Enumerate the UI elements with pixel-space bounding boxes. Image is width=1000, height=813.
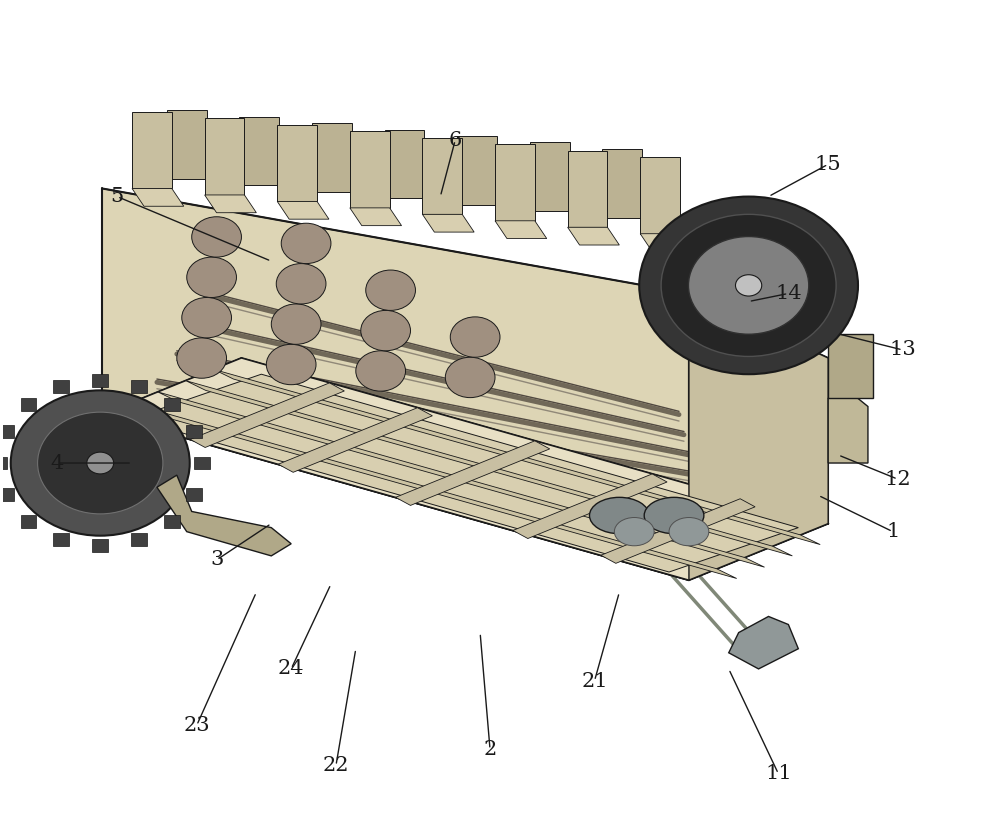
Bar [131, 380, 147, 393]
Circle shape [735, 275, 762, 296]
Circle shape [445, 357, 495, 398]
Circle shape [361, 311, 411, 350]
Circle shape [271, 304, 321, 345]
Circle shape [187, 257, 236, 298]
Polygon shape [205, 118, 244, 195]
Polygon shape [495, 144, 535, 221]
Bar [21, 398, 36, 411]
Polygon shape [422, 137, 462, 215]
Polygon shape [457, 136, 497, 205]
Polygon shape [158, 392, 765, 567]
Ellipse shape [669, 518, 709, 546]
Circle shape [11, 390, 190, 536]
Polygon shape [350, 208, 402, 226]
Polygon shape [828, 394, 868, 463]
Text: 2: 2 [483, 740, 497, 759]
Polygon shape [132, 111, 172, 189]
Polygon shape [640, 157, 680, 233]
Bar [0, 488, 14, 501]
Polygon shape [396, 441, 550, 506]
Text: 6: 6 [449, 131, 462, 150]
Polygon shape [312, 123, 352, 192]
Polygon shape [102, 358, 828, 580]
Polygon shape [422, 215, 474, 232]
Polygon shape [278, 407, 432, 472]
Circle shape [281, 224, 331, 263]
Text: 15: 15 [815, 154, 841, 174]
Circle shape [266, 345, 316, 385]
Polygon shape [530, 142, 570, 211]
Bar [53, 533, 69, 546]
Text: 13: 13 [889, 341, 916, 359]
Text: 22: 22 [323, 756, 349, 776]
Bar [131, 533, 147, 546]
Text: 12: 12 [884, 470, 911, 489]
Polygon shape [167, 111, 207, 179]
Polygon shape [186, 380, 792, 556]
Text: 5: 5 [111, 187, 124, 206]
Polygon shape [385, 129, 424, 198]
Polygon shape [513, 474, 667, 538]
Circle shape [450, 317, 500, 357]
Text: 21: 21 [581, 672, 608, 690]
Text: 11: 11 [765, 764, 792, 784]
Text: 14: 14 [775, 284, 802, 303]
Text: 23: 23 [183, 716, 210, 735]
Polygon shape [350, 131, 390, 208]
Polygon shape [602, 149, 642, 218]
Text: 24: 24 [278, 659, 304, 678]
Polygon shape [132, 374, 798, 572]
Polygon shape [640, 233, 692, 251]
Polygon shape [132, 189, 184, 207]
Text: 1: 1 [886, 522, 899, 541]
Bar [164, 515, 180, 528]
Bar [0, 425, 14, 438]
Bar [828, 334, 873, 398]
Ellipse shape [644, 498, 704, 533]
Polygon shape [214, 369, 820, 545]
Bar [164, 398, 180, 411]
Circle shape [276, 263, 326, 304]
Polygon shape [277, 124, 317, 202]
Polygon shape [729, 616, 798, 669]
Circle shape [177, 338, 227, 378]
Text: 3: 3 [210, 550, 223, 569]
Circle shape [688, 237, 809, 334]
Polygon shape [495, 221, 547, 238]
Circle shape [639, 197, 858, 374]
Bar [53, 380, 69, 393]
Circle shape [661, 215, 836, 356]
Polygon shape [277, 202, 329, 220]
Polygon shape [205, 195, 256, 213]
Bar [92, 539, 108, 552]
Polygon shape [190, 383, 344, 447]
Circle shape [182, 298, 232, 338]
Polygon shape [601, 498, 755, 563]
Polygon shape [689, 293, 828, 580]
Polygon shape [568, 150, 607, 228]
Ellipse shape [590, 498, 649, 533]
Bar [186, 488, 202, 501]
Ellipse shape [614, 518, 654, 546]
Bar [92, 374, 108, 387]
Polygon shape [239, 116, 279, 185]
Circle shape [192, 217, 241, 257]
Circle shape [87, 452, 114, 474]
Circle shape [356, 350, 406, 391]
Bar [186, 425, 202, 438]
Text: 4: 4 [51, 454, 64, 472]
Bar [0, 457, 7, 469]
Bar [194, 457, 210, 469]
Polygon shape [157, 475, 291, 556]
Circle shape [366, 270, 415, 311]
Bar [21, 515, 36, 528]
Polygon shape [568, 228, 619, 245]
Polygon shape [130, 403, 737, 579]
Polygon shape [102, 189, 689, 580]
Circle shape [38, 412, 163, 514]
